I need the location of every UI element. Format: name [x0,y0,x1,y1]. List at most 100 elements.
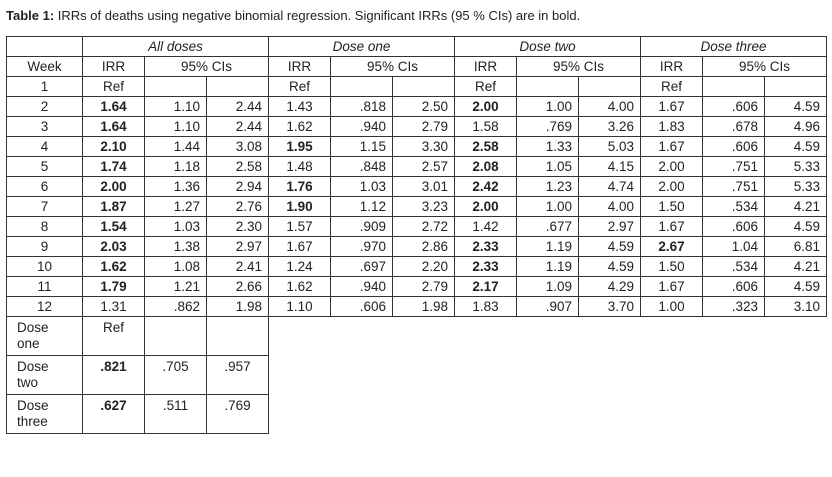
ci-lower-cell: 1.27 [144,196,207,217]
week-cell: 5 [6,156,83,177]
ci-upper-cell: 4.96 [764,116,827,137]
irr-cell: 1.50 [640,196,703,217]
ci-lower-cell: .970 [330,236,393,257]
irr-cell: 1.95 [268,136,331,157]
ci-upper-cell: 3.70 [578,296,641,317]
irr-cell: 2.00 [640,176,703,197]
ci-lower-cell: .678 [702,116,765,137]
ci-upper-cell: 5.33 [764,176,827,197]
dose-ci-lower-cell: .705 [144,355,207,395]
irr-cell: 2.67 [640,236,703,257]
irr-cell: 1.43 [268,96,331,117]
ci-lower-cell: 1.19 [516,236,579,257]
irr-cell: 1.31 [82,296,145,317]
week-cell: 11 [6,276,83,297]
irr-cell: 1.67 [268,236,331,257]
irr-cell: 2.00 [454,96,517,117]
dose-ci-upper-cell [206,316,269,356]
dose-label-cell: Dose three [6,394,83,434]
irr-cell: 1.90 [268,196,331,217]
week-cell: 9 [6,236,83,257]
irr-cell: 1.58 [454,116,517,137]
ci-header: 95% CIs [702,56,827,77]
table-row: 11 1.79 1.21 2.66 1.62.940 2.79 2.17 1.09 4.29 1.… [6,276,827,297]
ci-lower-cell: .606 [702,276,765,297]
ci-upper-cell: 2.79 [392,276,455,297]
ci-lower-cell: .751 [702,156,765,177]
ci-lower-cell: .848 [330,156,393,177]
dose-row: Dose one Ref [6,316,827,356]
ci-upper-cell: 6.81 [764,236,827,257]
ci-upper-cell: 2.44 [206,116,269,137]
irr-cell: 1.67 [640,216,703,237]
irr-cell: 1.64 [82,116,145,137]
irr-header: IRR [268,56,331,77]
irr-cell: 2.00 [82,176,145,197]
ci-upper-cell: 3.01 [392,176,455,197]
ci-lower-cell [330,76,393,97]
irr-cell: 1.54 [82,216,145,237]
ci-lower-cell: 1.19 [516,256,579,277]
ci-upper-cell [764,76,827,97]
week-cell: 1 [6,76,83,97]
irr-cell: Ref [268,76,331,97]
irr-cell: 2.10 [82,136,145,157]
dose-label-cell: Dose one [6,316,83,356]
irr-cell: Ref [82,76,145,97]
ci-upper-cell: 2.50 [392,96,455,117]
ci-lower-cell: .769 [516,116,579,137]
ci-lower-cell: .909 [330,216,393,237]
ci-header: 95% CIs [516,56,641,77]
ci-upper-cell: 3.08 [206,136,269,157]
week-cell: 2 [6,96,83,117]
caption-text: IRRs of deaths using negative binomial r… [54,8,581,23]
dose-label-line1: Dose [17,320,49,335]
irr-cell: 1.00 [640,296,703,317]
ci-lower-cell: .606 [702,216,765,237]
irr-cell: 1.79 [82,276,145,297]
ci-upper-cell: 4.21 [764,256,827,277]
table-caption: Table 1: IRRs of deaths using negative b… [6,8,580,23]
dose-label-line2: two [17,375,39,390]
irr-cell: 1.83 [640,116,703,137]
irr-cell: 1.67 [640,136,703,157]
ci-upper-cell: 4.59 [764,216,827,237]
dose-irr-cell: Ref [82,316,145,356]
table-row: 8 1.54 1.03 2.30 1.57.909 2.72 1.42.677 2.97 1.6… [6,216,827,237]
ci-upper-cell [392,76,455,97]
ci-lower-cell: 1.18 [144,156,207,177]
ci-upper-cell: 1.98 [206,296,269,317]
irr-cell: 2.17 [454,276,517,297]
table-row: 12 1.31.862 1.98 1.10.606 1.98 1.83.907 3.70 1.… [6,296,827,317]
ci-lower-cell: .697 [330,256,393,277]
ci-lower-cell: 1.36 [144,176,207,197]
irr-cell: 1.67 [640,276,703,297]
week-cell: 3 [6,116,83,137]
ci-upper-cell: 2.44 [206,96,269,117]
ci-header: 95% CIs [144,56,269,77]
ci-upper-cell: 2.97 [578,216,641,237]
dose-row: Dose three .627.511.769 [6,394,827,434]
ci-lower-cell: 1.38 [144,236,207,257]
ci-upper-cell: 3.10 [764,296,827,317]
irr-cell: 2.58 [454,136,517,157]
irr-cell: 1.74 [82,156,145,177]
group-header-dose-three: Dose three [640,36,827,57]
ci-lower-cell: .534 [702,256,765,277]
ci-lower-cell: 1.10 [144,96,207,117]
table-row: 9 2.03 1.38 2.97 1.67.970 2.86 2.33 1.19 4.59 2.6… [6,236,827,257]
table-row: 1 Ref Ref Ref Ref [6,76,827,97]
week-cell: 6 [6,176,83,197]
ci-upper-cell: 2.41 [206,256,269,277]
ci-upper-cell [206,76,269,97]
ci-upper-cell: 4.59 [578,256,641,277]
ci-lower-cell: 1.00 [516,96,579,117]
irr-cell: 1.76 [268,176,331,197]
irr-header: IRR [454,56,517,77]
empty-cell [269,356,827,395]
irr-cell: 1.62 [82,256,145,277]
ci-lower-cell: .677 [516,216,579,237]
irr-cell: 2.33 [454,256,517,277]
irr-cell: 1.83 [454,296,517,317]
table-row: 5 1.74 1.18 2.58 1.48.848 2.57 2.08 1.05 4.15 2.0… [6,156,827,177]
